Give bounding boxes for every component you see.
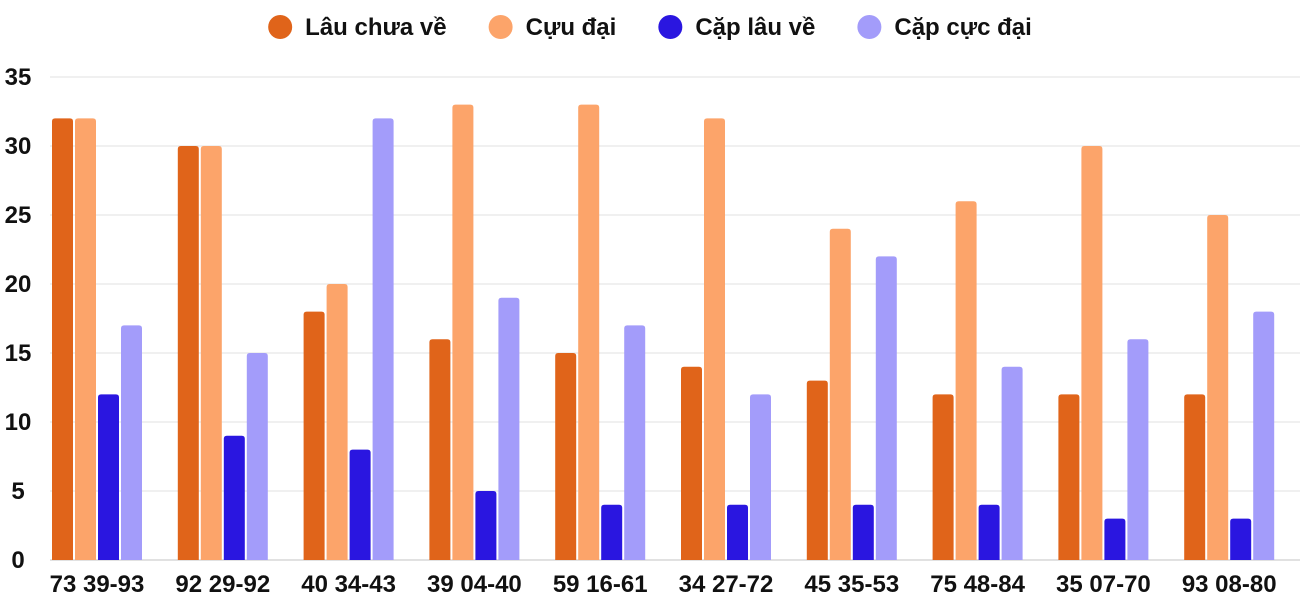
- bar-1-1: [52, 118, 73, 561]
- bar-2-7: [829, 228, 851, 561]
- legend-swatch-3: [658, 15, 683, 39]
- bar-2-9: [1081, 146, 1103, 560]
- x-tick-label: 34 27-72: [679, 571, 774, 598]
- y-tick-label: 25: [5, 202, 32, 229]
- bar-1-9: [1058, 394, 1080, 560]
- bar-3-3: [349, 449, 371, 560]
- bar-3-5: [601, 504, 623, 560]
- bar-2-3: [326, 284, 348, 560]
- x-tick-label: 59 16-61: [553, 571, 648, 598]
- y-tick-label: 0: [11, 547, 24, 574]
- bar-3-1: [98, 394, 119, 560]
- bar-4-7: [875, 256, 897, 560]
- bar-3-8: [978, 504, 1000, 560]
- bar-1-5: [555, 353, 577, 560]
- y-tick-label: 30: [5, 133, 32, 160]
- bar-2-6: [704, 118, 725, 561]
- bar-4-1: [121, 325, 142, 560]
- legend-label-3: Cặp lâu về: [695, 14, 815, 41]
- bar-4-4: [498, 297, 520, 560]
- bars: [52, 104, 1275, 561]
- bar-2-5: [578, 104, 600, 560]
- bar-4-9: [1127, 339, 1149, 560]
- y-tick-label: 20: [5, 271, 32, 298]
- bar-2-8: [955, 201, 977, 560]
- legend-label-1: Lâu chưa về: [305, 14, 446, 41]
- bar-3-6: [727, 504, 748, 560]
- bar-4-5: [624, 325, 646, 560]
- bar-2-4: [452, 104, 474, 560]
- legend-swatch-1: [268, 15, 293, 39]
- legend-swatch-2: [488, 15, 513, 39]
- bar-1-10: [1184, 394, 1206, 560]
- bar-3-7: [852, 504, 874, 560]
- bar-1-2: [177, 146, 199, 560]
- x-tick-label: 93 08-80: [1182, 571, 1277, 598]
- x-tick-label: 45 35-53: [804, 571, 899, 598]
- bar-3-9: [1104, 518, 1126, 560]
- bar-4-8: [1001, 366, 1023, 560]
- y-axis: 0 5 10 15 20 25 30 35: [5, 64, 32, 574]
- x-tick-label: 39 04-40: [427, 571, 522, 598]
- legend: Lâu chưa về Cựu đại Cặp lâu về Cặp cực đại: [268, 14, 1032, 41]
- bar-1-3: [303, 311, 325, 560]
- legend-swatch-4: [857, 15, 882, 39]
- y-tick-label: 10: [5, 409, 32, 436]
- y-tick-label: 35: [5, 64, 32, 91]
- x-axis: 73 39-93 92 29-92 40 34-43 39 04-40 59 16-61…: [50, 571, 1277, 598]
- bar-3-10: [1230, 518, 1252, 560]
- bar-1-7: [806, 380, 828, 560]
- bar-2-1: [75, 118, 96, 561]
- bar-1-6: [681, 366, 702, 560]
- y-tick-label: 5: [11, 478, 24, 505]
- x-tick-label: 92 29-92: [175, 571, 270, 598]
- bar-3-4: [475, 491, 497, 560]
- y-tick-label: 15: [5, 340, 32, 367]
- bar-1-4: [429, 339, 451, 560]
- bar-1-8: [932, 394, 954, 560]
- bar-4-2: [246, 353, 268, 560]
- bar-2-10: [1207, 215, 1229, 560]
- x-tick-label: 73 39-93: [50, 571, 145, 598]
- legend-label-4: Cặp cực đại: [894, 14, 1031, 41]
- x-tick-label: 75 48-84: [930, 571, 1025, 598]
- bar-4-10: [1253, 311, 1275, 560]
- bar-2-2: [200, 146, 222, 560]
- bar-4-6: [750, 394, 771, 560]
- legend-label-2: Cựu đại: [526, 14, 617, 41]
- x-tick-label: 40 34-43: [301, 571, 396, 598]
- bar-3-2: [223, 435, 245, 560]
- bar-4-3: [372, 118, 394, 561]
- x-tick-label: 35 07-70: [1056, 571, 1151, 598]
